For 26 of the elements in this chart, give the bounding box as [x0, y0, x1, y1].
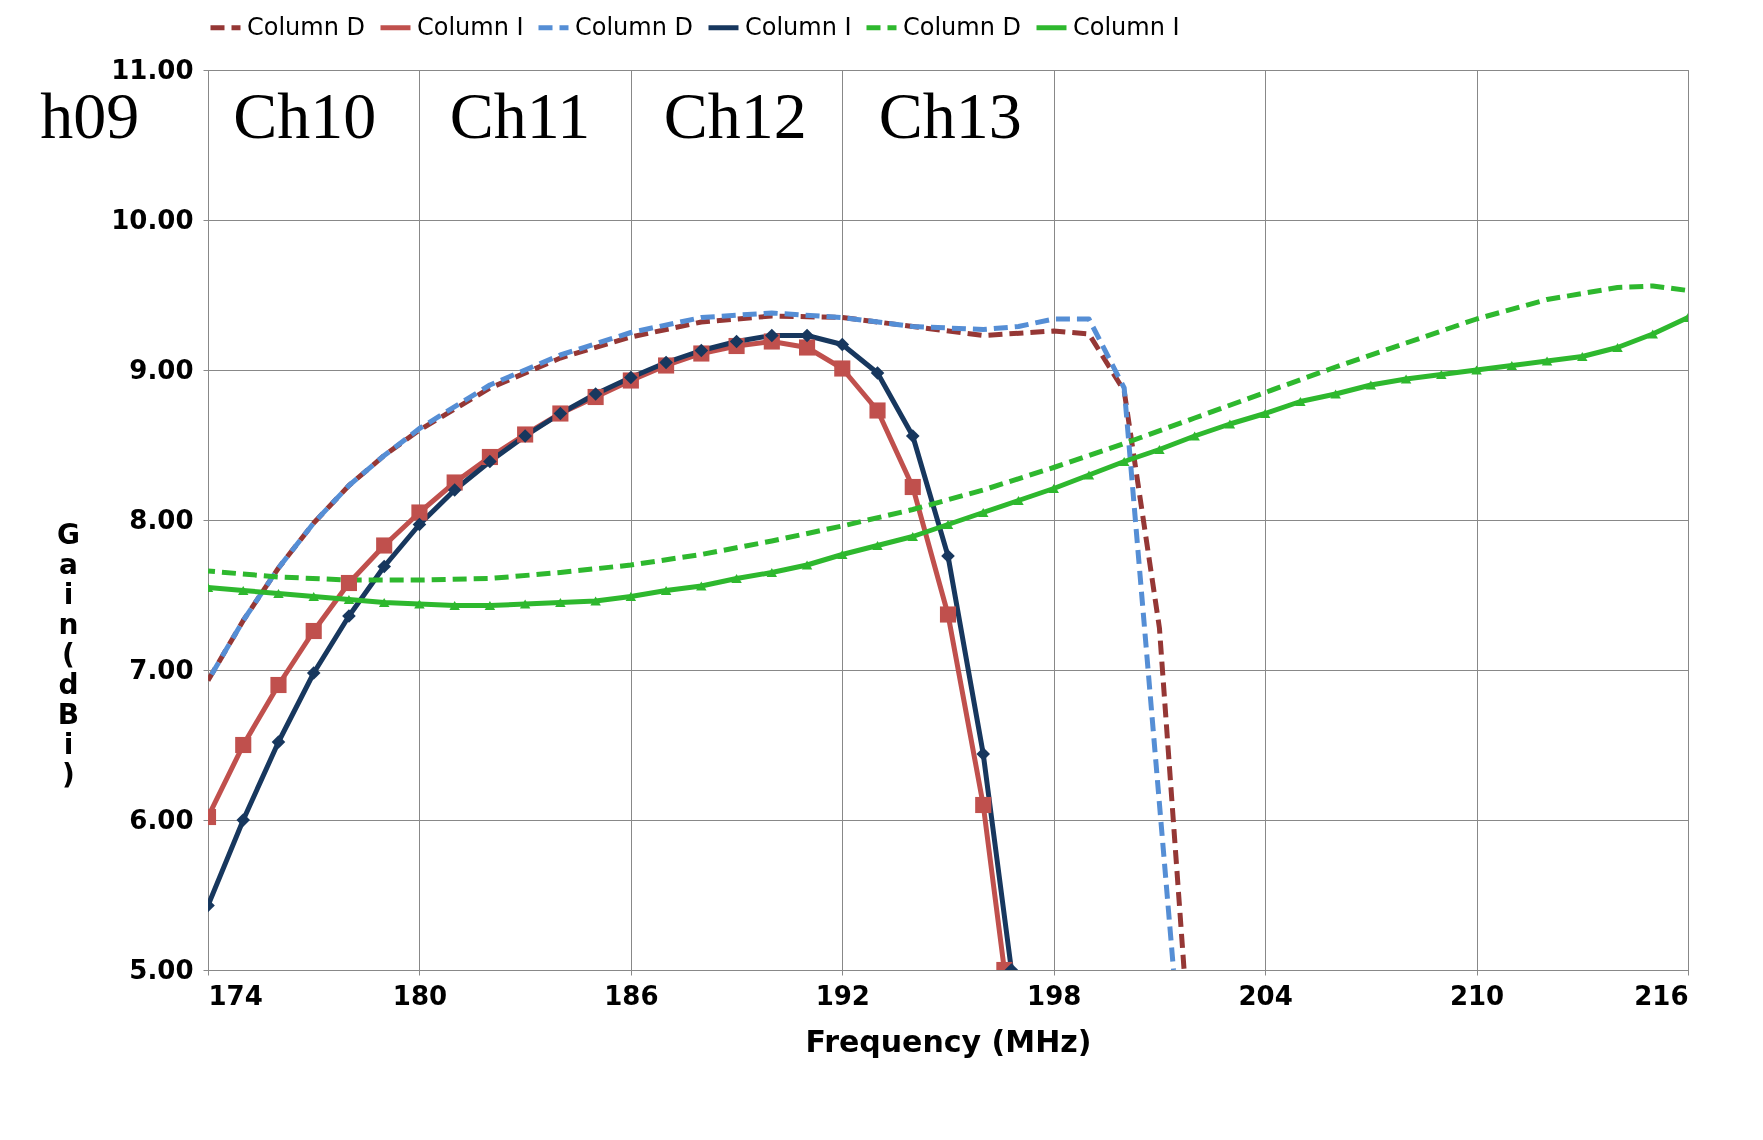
annotation: Ch13	[878, 79, 1022, 152]
annotation: Ch11	[449, 79, 591, 152]
legend-label: Column I	[1073, 12, 1180, 41]
y-tick-label: 10.00	[111, 204, 194, 235]
y-tick-label: 9.00	[129, 354, 194, 385]
y-tick-label: 5.00	[129, 954, 194, 985]
legend-label: Column I	[745, 12, 852, 41]
x-tick-label: 174	[208, 980, 263, 1011]
y-tick-label: 6.00	[129, 804, 194, 835]
annotation: Ch10	[233, 79, 377, 152]
x-tick-label: 210	[1449, 980, 1505, 1011]
legend-label: Column D	[247, 12, 366, 41]
annotation: Ch12	[663, 79, 807, 152]
y-tick-label: 7.00	[129, 654, 194, 685]
x-tick-label: 198	[1027, 980, 1082, 1011]
x-axis-title: Frequency (MHz)	[805, 1023, 1092, 1059]
x-tick-label: 180	[392, 980, 448, 1011]
x-tick-label: 204	[1238, 980, 1293, 1011]
legend-label: Column D	[575, 12, 694, 41]
x-tick-label: 192	[815, 980, 870, 1011]
x-tick-label: 186	[604, 980, 659, 1011]
legend-label: Column D	[903, 12, 1022, 41]
y-tick-label: 8.00	[129, 504, 194, 535]
legend-label: Column I	[417, 12, 524, 41]
text: Gain (dBi)	[57, 517, 80, 791]
x-tick-label: 216	[1634, 980, 1689, 1011]
